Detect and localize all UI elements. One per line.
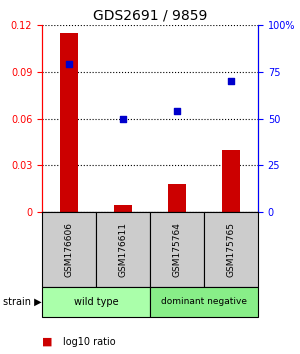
Title: GDS2691 / 9859: GDS2691 / 9859 <box>93 8 207 22</box>
Bar <box>114 205 133 212</box>
Bar <box>168 184 187 212</box>
Point <box>175 108 179 114</box>
Text: GSM175764: GSM175764 <box>172 222 182 277</box>
Text: GSM175765: GSM175765 <box>226 222 236 277</box>
Bar <box>222 150 241 212</box>
Bar <box>60 33 79 212</box>
Text: wild type: wild type <box>74 297 118 307</box>
Point <box>229 78 233 84</box>
Point <box>121 116 125 121</box>
Text: log10 ratio: log10 ratio <box>63 337 116 347</box>
Text: ■: ■ <box>42 337 52 347</box>
Text: dominant negative: dominant negative <box>161 297 247 306</box>
Text: strain ▶: strain ▶ <box>3 297 42 307</box>
Text: GSM176606: GSM176606 <box>64 222 74 277</box>
Text: GSM176611: GSM176611 <box>118 222 127 277</box>
Point <box>67 61 71 67</box>
